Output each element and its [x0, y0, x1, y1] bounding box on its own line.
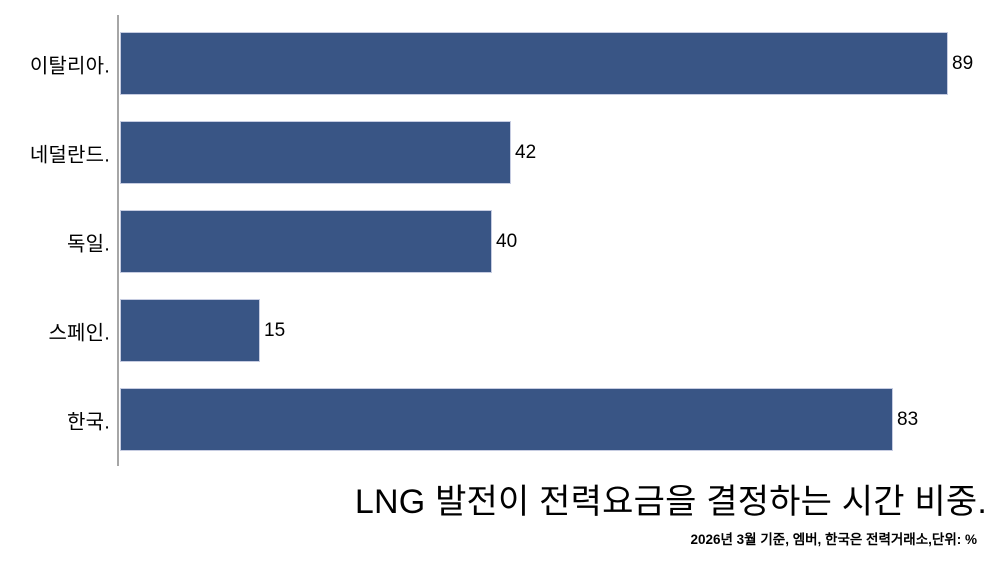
value-label: 83 — [897, 408, 919, 430]
plot-area: 이탈리아. 89 네덜란드. 42 독일. 40 스페인. 15 한국. 83 — [0, 32, 1000, 451]
bar — [120, 388, 893, 451]
value-label: 15 — [264, 319, 286, 341]
category-label: 이탈리아. — [29, 55, 110, 77]
chart-source-note: 2026년 3월 기준, 엠버, 한국은 전력거래소,단위: % — [690, 532, 977, 547]
bar-row: 한국. 83 — [0, 388, 1000, 451]
bar — [120, 32, 948, 95]
bar-row: 스페인. 15 — [0, 299, 1000, 362]
bar-row: 독일. 40 — [0, 210, 1000, 273]
value-label: 40 — [496, 230, 518, 252]
category-label: 독일. — [67, 233, 110, 255]
category-label: 네덜란드. — [29, 144, 110, 166]
category-label: 스페인. — [48, 322, 110, 344]
bar-row: 네덜란드. 42 — [0, 121, 1000, 184]
bar-row: 이탈리아. 89 — [0, 32, 1000, 95]
value-label: 42 — [515, 141, 537, 163]
y-axis-line — [117, 15, 119, 466]
value-label: 89 — [952, 52, 974, 74]
chart-title: LNG 발전이 전력요금을 결정하는 시간 비중. — [354, 483, 987, 521]
category-label: 한국. — [67, 411, 110, 433]
bar — [120, 121, 511, 184]
bar — [120, 210, 492, 273]
bar — [120, 299, 260, 362]
